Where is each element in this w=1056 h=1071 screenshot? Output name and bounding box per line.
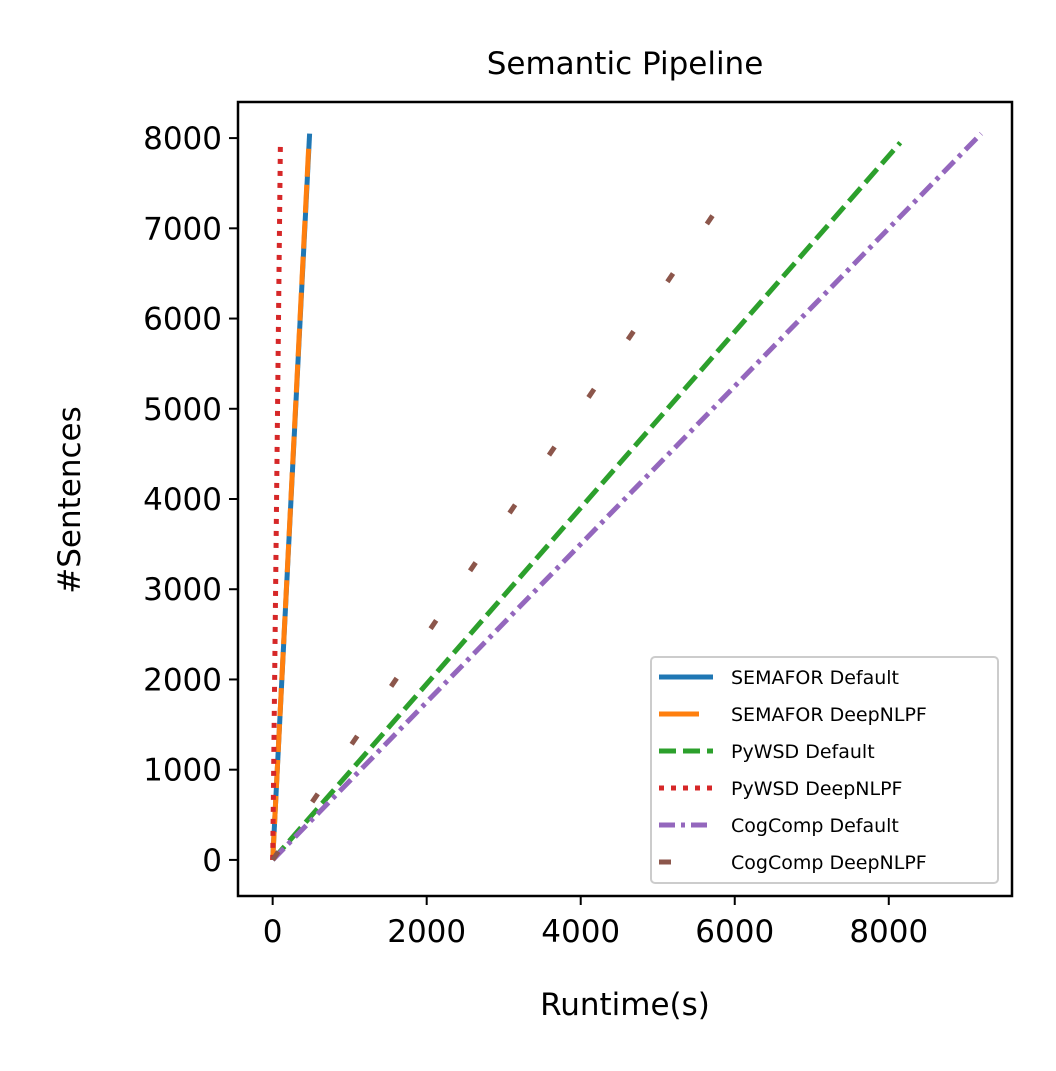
- y-tick-label: 4000: [143, 482, 222, 518]
- x-tick-label: 0: [263, 914, 283, 950]
- x-tick-label: 8000: [849, 914, 928, 950]
- legend-label: SEMAFOR Default: [731, 667, 899, 689]
- legend-label: CogComp Default: [731, 815, 899, 837]
- legend-box: [650, 656, 999, 884]
- y-tick-label: 1000: [143, 753, 222, 789]
- legend-label: CogComp DeepNLPF: [731, 852, 927, 874]
- y-tick-label: 5000: [143, 392, 222, 428]
- x-tick-label: 2000: [387, 914, 466, 950]
- x-tick-label: 6000: [695, 914, 774, 950]
- y-tick-label: 3000: [143, 572, 222, 608]
- y-tick-label: 0: [202, 843, 222, 879]
- x-axis-label: Runtime(s): [540, 987, 710, 1023]
- chart-title: Semantic Pipeline: [487, 46, 764, 82]
- y-axis-label: #Sentences: [52, 406, 88, 594]
- series-line-2: [270, 142, 312, 861]
- y-tick-label: 2000: [143, 662, 222, 698]
- y-tick-label: 6000: [143, 302, 222, 338]
- legend: SEMAFOR Default SEMAFOR DeepNLPF PyWSD Def…: [650, 656, 999, 884]
- x-tick-label: 4000: [541, 914, 620, 950]
- legend-label: PyWSD DeepNLPF: [731, 778, 902, 800]
- legend-label: PyWSD Default: [731, 741, 875, 763]
- y-tick-label: 8000: [143, 121, 222, 157]
- y-tick-label: 7000: [143, 211, 222, 247]
- series-line-5: [270, 131, 983, 862]
- axis-ticks: 0 2000 4000 6000 8000 0 1000 2000 3000 4000 5000 60…: [143, 121, 928, 950]
- legend-label: SEMAFOR DeepNLPF: [731, 704, 927, 726]
- series-line-3: [270, 140, 903, 862]
